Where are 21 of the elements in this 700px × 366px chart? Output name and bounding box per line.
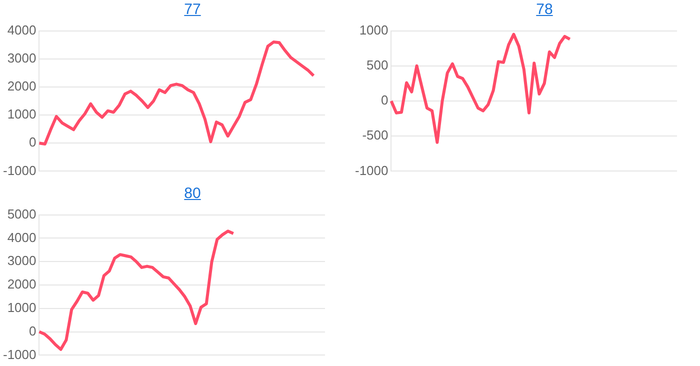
- y-tick-label: 2000: [7, 78, 36, 94]
- chart-title: 77: [183, 0, 202, 20]
- chart-title: 78: [535, 0, 554, 20]
- y-tick-label: 3000: [7, 50, 36, 66]
- y-tick-label: 5000: [7, 206, 36, 222]
- y-tick-label: -1000: [3, 162, 36, 178]
- y-tick-label: 1000: [7, 300, 36, 315]
- y-tick-label: 3000: [7, 253, 36, 268]
- y-tick-label: 1000: [7, 106, 36, 122]
- y-tick-label: 0: [381, 92, 388, 108]
- y-tick-label: 4000: [7, 22, 36, 38]
- y-tick-label: 500: [366, 57, 388, 72]
- y-tick-label: -1000: [355, 162, 388, 178]
- chart-title: 80: [183, 184, 202, 204]
- y-tick-label: 4000: [7, 230, 36, 245]
- y-tick-label: -1000: [3, 346, 36, 362]
- y-tick-label: 0: [29, 134, 36, 150]
- y-tick-label: 1000: [359, 22, 388, 38]
- y-tick-label: 2000: [7, 276, 36, 292]
- y-tick-label: -500: [362, 128, 388, 143]
- y-tick-label: 0: [29, 323, 36, 338]
